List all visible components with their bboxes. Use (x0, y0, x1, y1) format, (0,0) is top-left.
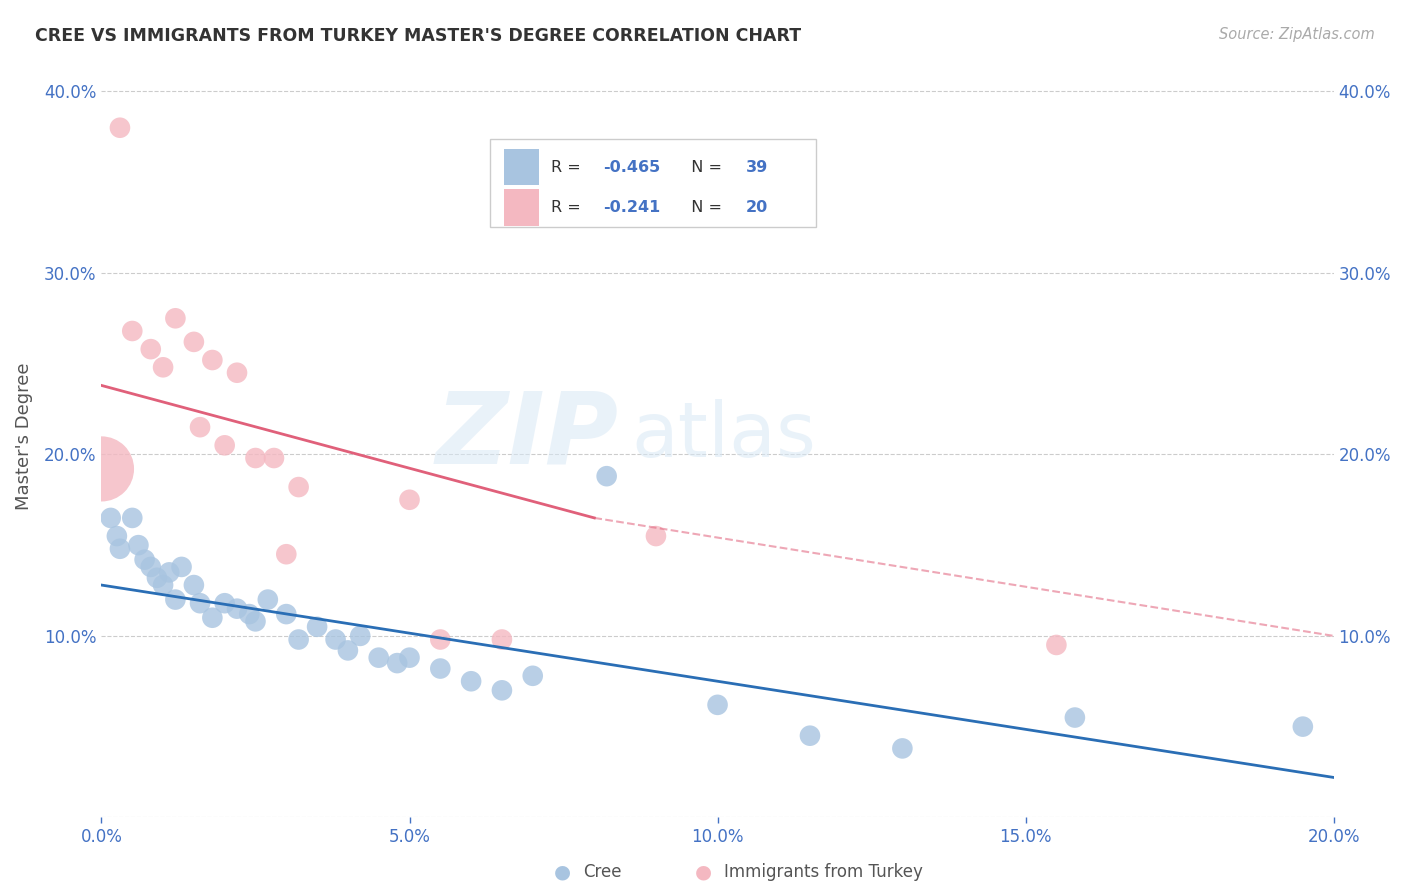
Point (165, 311, 187, 326)
Point (429, 661, 451, 675)
Point (139, 560, 162, 574)
Text: Cree: Cree (583, 863, 621, 881)
Point (121, 324, 143, 338)
Text: ●: ● (554, 863, 571, 881)
Text: Immigrants from Turkey: Immigrants from Turkey (724, 863, 922, 881)
Text: CREE VS IMMIGRANTS FROM TURKEY MASTER'S DEGREE CORRELATION CHART: CREE VS IMMIGRANTS FROM TURKEY MASTER'S … (35, 27, 801, 45)
Point (1292, 720, 1315, 734)
Point (201, 353, 224, 368)
Point (307, 620, 329, 634)
Point (214, 438, 236, 452)
Point (201, 611, 224, 625)
Point (256, 592, 278, 607)
Point (367, 650, 389, 665)
Point (336, 643, 359, 657)
Point (188, 596, 211, 610)
Point (214, 596, 236, 610)
Point (706, 698, 728, 712)
Point (146, 571, 169, 585)
Point (325, 632, 347, 647)
Point (245, 450, 267, 465)
Point (127, 538, 149, 552)
Point (287, 632, 309, 647)
Point (183, 334, 205, 349)
Point (385, 656, 408, 670)
Point (287, 480, 309, 494)
Text: N =: N = (681, 200, 727, 215)
Point (100, 511, 122, 525)
Point (157, 566, 180, 580)
Point (595, 469, 617, 483)
Point (170, 560, 193, 574)
Point (226, 366, 249, 380)
Point (1063, 710, 1085, 724)
Text: 39: 39 (747, 160, 768, 175)
Point (90, 462, 112, 476)
Point (276, 547, 298, 561)
Text: ●: ● (695, 863, 711, 881)
Point (398, 650, 420, 665)
Point (188, 420, 211, 434)
Point (799, 729, 821, 743)
Point (1045, 638, 1067, 652)
FancyBboxPatch shape (505, 189, 538, 226)
Text: atlas: atlas (631, 400, 815, 474)
Point (891, 741, 914, 756)
Point (491, 683, 513, 698)
Point (139, 342, 162, 356)
Point (276, 607, 298, 621)
FancyBboxPatch shape (489, 139, 815, 227)
Point (108, 541, 131, 556)
Text: R =: R = (551, 200, 586, 215)
Text: R =: R = (551, 160, 586, 175)
Point (152, 578, 174, 592)
Point (460, 674, 482, 689)
Text: -0.465: -0.465 (603, 160, 661, 175)
Point (121, 511, 143, 525)
Text: Source: ZipAtlas.com: Source: ZipAtlas.com (1219, 27, 1375, 42)
Point (183, 578, 205, 592)
Text: N =: N = (681, 160, 727, 175)
Point (349, 629, 371, 643)
Text: -0.241: -0.241 (603, 200, 661, 215)
FancyBboxPatch shape (505, 149, 538, 186)
Point (226, 601, 249, 615)
Point (429, 632, 451, 647)
Point (105, 529, 128, 543)
Point (165, 592, 187, 607)
Point (238, 607, 260, 621)
Point (108, 120, 131, 135)
Point (152, 360, 174, 375)
Point (491, 632, 513, 647)
Point (134, 552, 156, 566)
Point (645, 529, 668, 543)
Point (398, 492, 420, 507)
Text: 20: 20 (747, 200, 768, 215)
Y-axis label: Master's Degree: Master's Degree (15, 362, 32, 510)
Point (522, 669, 544, 683)
Point (245, 615, 267, 629)
Point (263, 450, 285, 465)
Text: ZIP: ZIP (436, 388, 619, 484)
